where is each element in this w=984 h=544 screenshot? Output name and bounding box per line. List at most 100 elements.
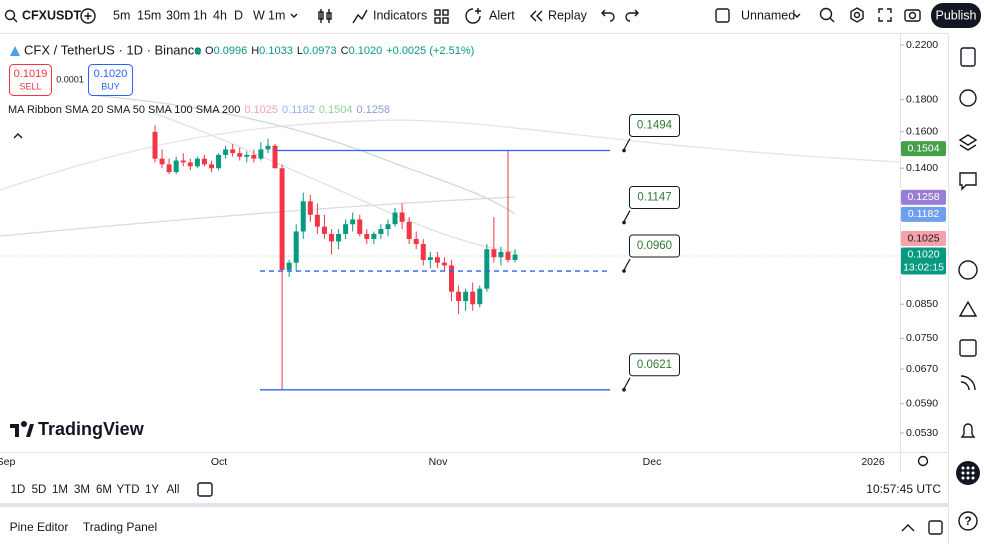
range-button[interactable]: 3M	[74, 484, 90, 496]
ohlc-key: C	[341, 45, 349, 57]
ohlc-key: L	[297, 45, 303, 57]
range-button[interactable]: 6M	[96, 484, 112, 496]
indicators-icon[interactable]	[352, 9, 368, 24]
buy-label[interactable]: BUY	[101, 81, 120, 91]
candle-body	[392, 212, 398, 225]
trading-panel-tab[interactable]: Trading Panel	[83, 520, 157, 534]
candle-body	[201, 158, 207, 165]
interval-button[interactable]: D	[234, 8, 243, 22]
interval-button[interactable]: 4h	[213, 8, 227, 22]
countdown: 13:02:15	[903, 261, 944, 273]
pine-editor-tab[interactable]: Pine Editor	[10, 520, 69, 534]
callout-box	[629, 234, 680, 258]
candle-body	[406, 221, 412, 239]
candle-body	[420, 244, 426, 260]
alert-button[interactable]: Alert	[489, 8, 515, 22]
sell-label[interactable]: SELL	[19, 81, 41, 91]
candle-body	[441, 262, 447, 266]
layout-name[interactable]: Unnamed	[741, 8, 795, 22]
range-button[interactable]: 1Y	[145, 484, 159, 496]
y-tick-label: 0.2200	[906, 39, 938, 51]
calendar-icon[interactable]	[959, 339, 977, 357]
interval-button[interactable]: 1h	[193, 8, 207, 22]
notifications-icon[interactable]	[960, 423, 976, 438]
candle-body	[300, 201, 306, 232]
candle-body	[484, 249, 490, 289]
callout-pointer	[623, 258, 631, 271]
alert-icon[interactable]	[465, 8, 481, 24]
watchlist-icon[interactable]	[960, 47, 976, 67]
ideas-icon[interactable]	[958, 300, 978, 317]
candle-body	[208, 164, 214, 169]
publish-button[interactable]	[931, 3, 981, 28]
candle-body	[251, 154, 257, 159]
symbol[interactable]: CFXUSDT	[22, 8, 81, 22]
settings-icon	[853, 11, 861, 19]
quick-search-icon[interactable]	[819, 7, 833, 21]
buy-price[interactable]: 0.1020	[94, 68, 128, 80]
ma-value: 0.1504	[319, 104, 353, 116]
candle-body	[434, 257, 440, 263]
last-price: 0.1020	[907, 248, 939, 260]
candle-body	[413, 238, 419, 245]
candle-body	[194, 158, 200, 167]
replay-icon[interactable]	[530, 10, 543, 22]
interval-button[interactable]: 30m	[166, 8, 190, 22]
chart-type-icon	[326, 12, 332, 20]
snapshot-icon[interactable]	[904, 9, 921, 22]
candle-body	[237, 153, 243, 157]
price-badge-label: 0.1182	[908, 208, 939, 220]
range-button[interactable]: YTD	[117, 484, 140, 496]
buy-button[interactable]	[88, 64, 133, 96]
goto-date-icon[interactable]	[197, 482, 213, 497]
help-icon[interactable]	[958, 511, 978, 531]
fullscreen-icon[interactable]	[878, 8, 892, 22]
range-button[interactable]: 5D	[32, 484, 47, 496]
ma-ribbon	[0, 94, 901, 253]
clock[interactable]: 10:57:45 UTC	[866, 482, 941, 496]
candle-body	[378, 229, 384, 234]
range-button[interactable]: 1M	[52, 484, 68, 496]
ohlc-value: 0.0973	[303, 45, 337, 57]
range-button[interactable]: 1D	[11, 484, 26, 496]
callout-box	[629, 186, 680, 210]
plot: 0.1494 0.1147 0.0960 0.0621	[152, 113, 680, 392]
candle-body	[180, 160, 186, 163]
news-icon[interactable]	[960, 375, 976, 391]
ma-line	[0, 119, 901, 191]
interval-button[interactable]: 15m	[137, 8, 161, 22]
hotlist-icon[interactable]	[958, 260, 978, 280]
indicators-button[interactable]: Indicators	[373, 8, 427, 22]
panel-maximize[interactable]	[928, 520, 943, 535]
interval-button[interactable]: W	[253, 8, 265, 22]
replay-button[interactable]: Replay	[548, 8, 588, 22]
undo-icon[interactable]	[601, 9, 615, 22]
y-tick-label: 0.0670	[906, 363, 938, 375]
ohlc-change: +0.0025 (+2.51%)	[386, 45, 474, 57]
templates-icon[interactable]	[434, 9, 449, 24]
candle-body	[399, 212, 405, 222]
ma-label: MA Ribbon SMA 20 SMA 50 SMA 100 SMA 200	[8, 104, 240, 116]
publish-label[interactable]: Publish	[936, 8, 977, 22]
price-badge-label: 0.1504	[907, 142, 939, 154]
redo-icon[interactable]	[625, 9, 639, 22]
panel-expand[interactable]	[901, 524, 915, 532]
interval-button[interactable]: 1m	[268, 8, 285, 22]
layout-caret[interactable]	[793, 13, 801, 18]
alerts-icon[interactable]	[959, 89, 977, 107]
compare-icon[interactable]	[80, 8, 96, 24]
candle-body	[230, 149, 236, 154]
range-button[interactable]: All	[167, 484, 180, 496]
interval-caret[interactable]	[290, 13, 298, 18]
axis-settings[interactable]	[917, 455, 929, 467]
sell-price[interactable]: 0.1019	[14, 68, 48, 80]
settings-icon[interactable]	[850, 7, 864, 23]
layout-checkbox[interactable]	[715, 8, 730, 23]
interval-button[interactable]: 5m	[113, 8, 130, 22]
chat-icon[interactable]	[959, 172, 977, 191]
sell-button[interactable]	[9, 64, 52, 96]
search-icon[interactable]	[4, 9, 16, 21]
data-window-icon[interactable]	[958, 134, 978, 151]
candle-body	[385, 224, 391, 230]
collapse-legend[interactable]	[13, 133, 23, 139]
